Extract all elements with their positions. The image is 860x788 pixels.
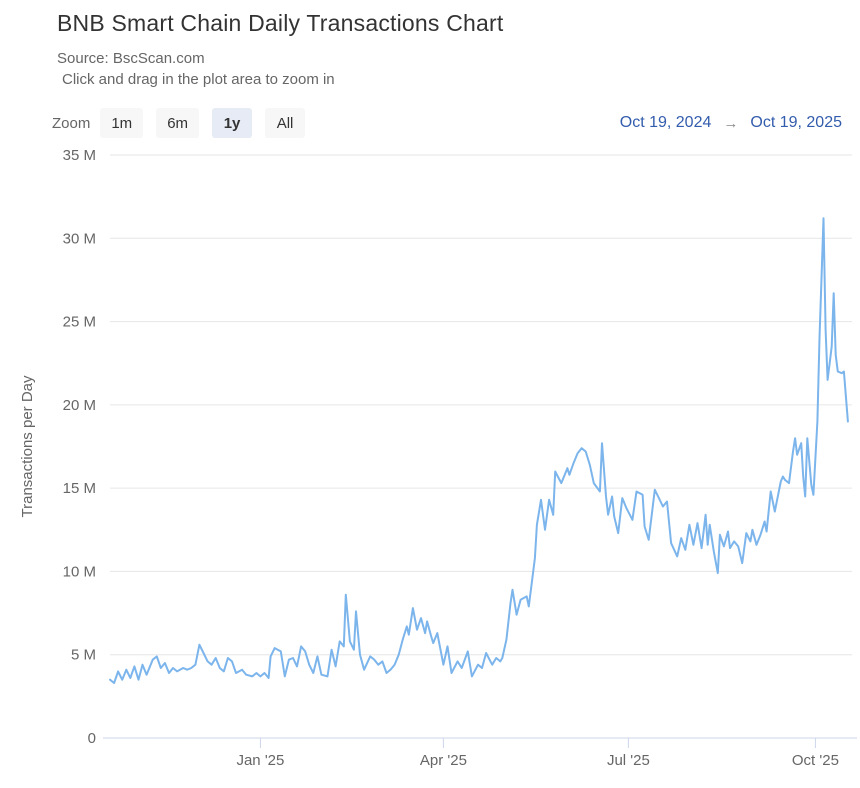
zoom-buttons: 1m 6m 1y All xyxy=(100,108,306,138)
y-axis-tick-label: 0 xyxy=(88,730,96,747)
arrow-right-icon: → xyxy=(723,114,739,132)
x-axis-tick-label: Apr '25 xyxy=(420,752,467,769)
y-axis-tick-label: 25 M xyxy=(63,314,96,331)
y-axis-title: Transactions per Day xyxy=(19,375,36,518)
plot-area[interactable] xyxy=(110,155,852,738)
y-axis-tick-label: 10 M xyxy=(63,563,96,580)
range-from-input[interactable]: Oct 19, 2024 xyxy=(619,114,712,131)
y-axis-tick-label: 5 M xyxy=(71,647,96,664)
range-to-input[interactable]: Oct 19, 2025 xyxy=(750,114,842,131)
zoom-button-1m[interactable]: 1m xyxy=(100,108,144,138)
zoom-hint: Click and drag in the plot area to zoom … xyxy=(62,71,335,88)
x-axis-tick-label: Jul '25 xyxy=(607,752,650,769)
zoom-label: Zoom xyxy=(52,114,91,132)
chart-source: Source: BscScan.com xyxy=(57,50,205,67)
chart-controls: Zoom 1m 6m 1y All Oct 19, 2024 → Oct 19, 20… xyxy=(52,108,842,138)
y-axis-tick-label: 30 M xyxy=(63,230,96,247)
x-axis-tick-label: Oct '25 xyxy=(792,752,839,769)
zoom-button-6m[interactable]: 6m xyxy=(156,108,200,138)
chart-svg: 0 5 M 10 M 15 M 20 M 25 M 30 M 35 M Jan '25 Apr '… xyxy=(19,147,857,769)
x-axis-tick-label: Jan '25 xyxy=(236,752,284,769)
zoom-button-1y[interactable]: 1y xyxy=(212,108,253,138)
y-axis-tick-label: 20 M xyxy=(63,397,96,414)
y-axis-tick-label: 15 M xyxy=(63,480,96,497)
transactions-line-series xyxy=(109,217,849,684)
zoom-button-all[interactable]: All xyxy=(265,108,306,138)
y-axis-tick-label: 35 M xyxy=(63,147,96,164)
page-title: BNB Smart Chain Daily Transactions Chart xyxy=(57,10,504,36)
date-range: Oct 19, 2024 → Oct 19, 2025 xyxy=(620,114,842,132)
